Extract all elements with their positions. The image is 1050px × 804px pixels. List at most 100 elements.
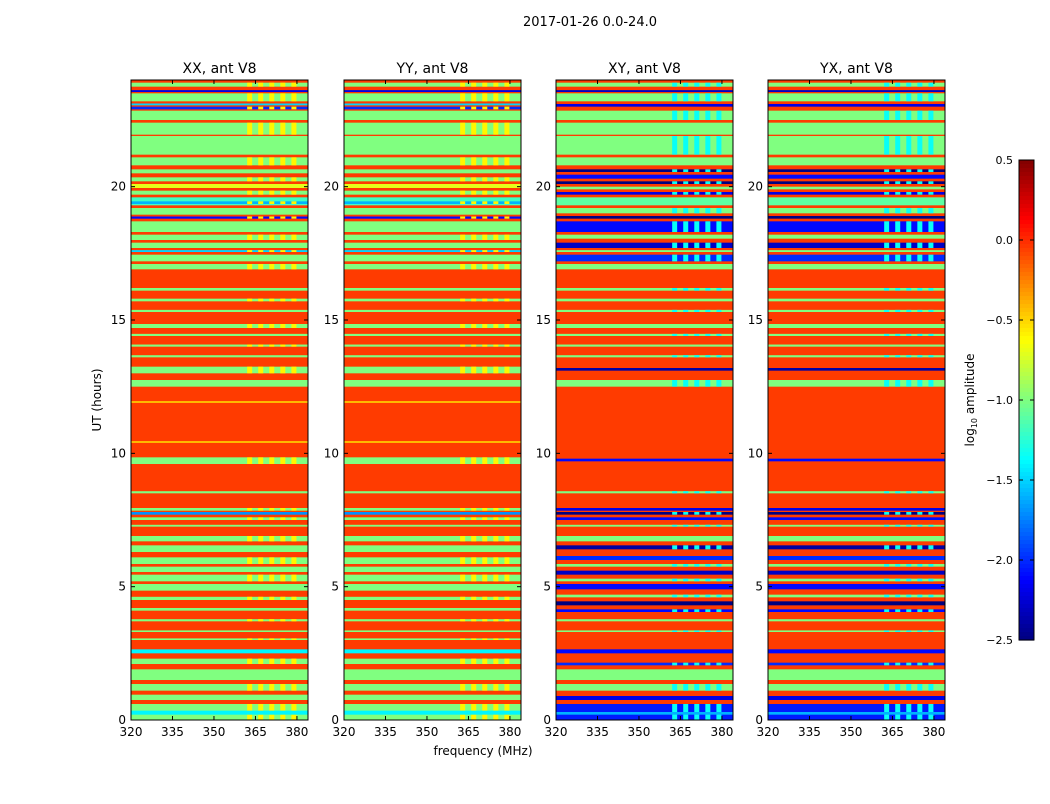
heatmap-cell bbox=[291, 106, 297, 110]
heatmap-cell bbox=[493, 457, 499, 464]
colorbar-segment bbox=[1019, 416, 1034, 421]
heatmap-cell bbox=[482, 658, 488, 664]
heatmap-cell bbox=[694, 684, 700, 691]
heatmap-cell bbox=[482, 457, 488, 464]
figure-title: 2017-01-26 0.0-24.0 bbox=[523, 15, 657, 30]
heatmap-band bbox=[131, 366, 308, 374]
heatmap-cell bbox=[247, 201, 253, 204]
heatmap-cell bbox=[917, 110, 923, 120]
heatmap-cell bbox=[917, 242, 923, 248]
heatmap-cell bbox=[460, 596, 466, 600]
heatmap-band bbox=[131, 684, 308, 691]
colorbar-segment bbox=[1019, 468, 1034, 473]
heatmap-cell bbox=[906, 684, 912, 691]
colorbar-segment bbox=[1019, 400, 1034, 405]
heatmap-cell bbox=[460, 638, 466, 640]
heatmap-cell bbox=[291, 619, 297, 622]
heatmap-cell bbox=[291, 574, 297, 582]
heatmap-cell bbox=[917, 564, 923, 567]
heatmap-cell bbox=[471, 106, 477, 110]
colorbar-segment bbox=[1019, 232, 1034, 237]
x-tick-label: 350 bbox=[628, 725, 651, 739]
heatmap-cell bbox=[906, 242, 912, 248]
heatmap-cell bbox=[928, 254, 934, 262]
heatmap-cell bbox=[928, 221, 934, 232]
heatmap-band bbox=[768, 136, 945, 155]
heatmap-cell bbox=[906, 594, 912, 598]
heatmap-band bbox=[768, 380, 945, 387]
heatmap-cell bbox=[504, 234, 510, 240]
heatmap-cell bbox=[928, 93, 934, 102]
heatmap-cell bbox=[482, 201, 488, 204]
heatmap-cell bbox=[917, 221, 923, 232]
colorbar-segment bbox=[1019, 504, 1034, 509]
colorbar-segment bbox=[1019, 380, 1034, 385]
colorbar-segment bbox=[1019, 224, 1034, 229]
heatmap-band bbox=[556, 221, 733, 232]
heatmap-cell bbox=[906, 609, 912, 612]
heatmap-cell bbox=[493, 638, 499, 640]
heatmap-cell bbox=[884, 309, 890, 312]
colorbar-segment bbox=[1019, 456, 1034, 461]
colorbar-segment bbox=[1019, 264, 1034, 269]
colorbar-segment bbox=[1019, 208, 1034, 213]
heatmap-cell bbox=[928, 110, 934, 120]
heatmap-cell bbox=[928, 512, 934, 515]
heatmap-cell bbox=[482, 298, 488, 302]
y-tick-label: 20 bbox=[324, 180, 339, 194]
heatmap-cell bbox=[716, 136, 722, 155]
colorbar-segment bbox=[1019, 360, 1034, 365]
panel-xx: XX, ant V8 320 335 350 365 380 0 5 10 15 20 bbox=[111, 61, 309, 739]
heatmap-cell bbox=[683, 82, 689, 87]
colorbar-segment bbox=[1019, 568, 1034, 573]
heatmap-cell bbox=[258, 201, 264, 204]
axes-frame bbox=[555, 79, 734, 721]
heatmap-cell bbox=[258, 190, 264, 195]
heatmap-cell bbox=[895, 254, 901, 262]
heatmap-cell bbox=[716, 380, 722, 387]
colorbar-segment bbox=[1019, 172, 1034, 177]
heatmap-band bbox=[768, 344, 945, 347]
heatmap-cell bbox=[895, 169, 901, 172]
heatmap-cell bbox=[884, 564, 890, 567]
heatmap-band bbox=[131, 136, 308, 155]
heatmap-cell bbox=[258, 157, 264, 166]
heatmap-band bbox=[344, 596, 521, 600]
axes-frame bbox=[343, 79, 522, 721]
heatmap-cell bbox=[928, 136, 934, 155]
colorbar-segment bbox=[1019, 272, 1034, 277]
heatmap-band bbox=[131, 122, 308, 135]
heatmap-cell bbox=[694, 333, 700, 336]
heatmap-band bbox=[131, 536, 308, 542]
heatmap-cell bbox=[705, 594, 711, 598]
heatmap-cell bbox=[705, 93, 711, 102]
heatmap-band bbox=[768, 309, 945, 312]
heatmap-band bbox=[768, 333, 945, 336]
heatmap-band bbox=[556, 556, 733, 560]
heatmap-band bbox=[556, 197, 733, 206]
heatmap-cell bbox=[694, 630, 700, 632]
colorbar-segment bbox=[1019, 580, 1034, 585]
heatmap-band bbox=[768, 368, 945, 371]
heatmap-band bbox=[768, 355, 945, 358]
colorbar-segment bbox=[1019, 636, 1034, 641]
heatmap-band bbox=[344, 441, 521, 443]
heatmap-cell bbox=[482, 190, 488, 195]
heatmap-cell bbox=[280, 658, 286, 664]
heatmap-band bbox=[131, 557, 308, 564]
heatmap-band bbox=[556, 601, 733, 606]
heatmap-cell bbox=[269, 457, 275, 464]
heatmap-cell bbox=[269, 190, 275, 195]
heatmap-band bbox=[131, 216, 308, 219]
heatmap-cell bbox=[694, 208, 700, 214]
heatmap-band bbox=[768, 545, 945, 550]
heatmap-cell bbox=[258, 324, 264, 328]
heatmap-band bbox=[344, 710, 521, 715]
heatmap-band bbox=[768, 254, 945, 262]
heatmap-cell bbox=[884, 221, 890, 232]
heatmap-cell bbox=[917, 524, 923, 527]
heatmap-cell bbox=[247, 82, 253, 87]
heatmap-band bbox=[131, 157, 308, 166]
heatmap-band bbox=[131, 90, 308, 92]
heatmap-band bbox=[131, 201, 308, 204]
